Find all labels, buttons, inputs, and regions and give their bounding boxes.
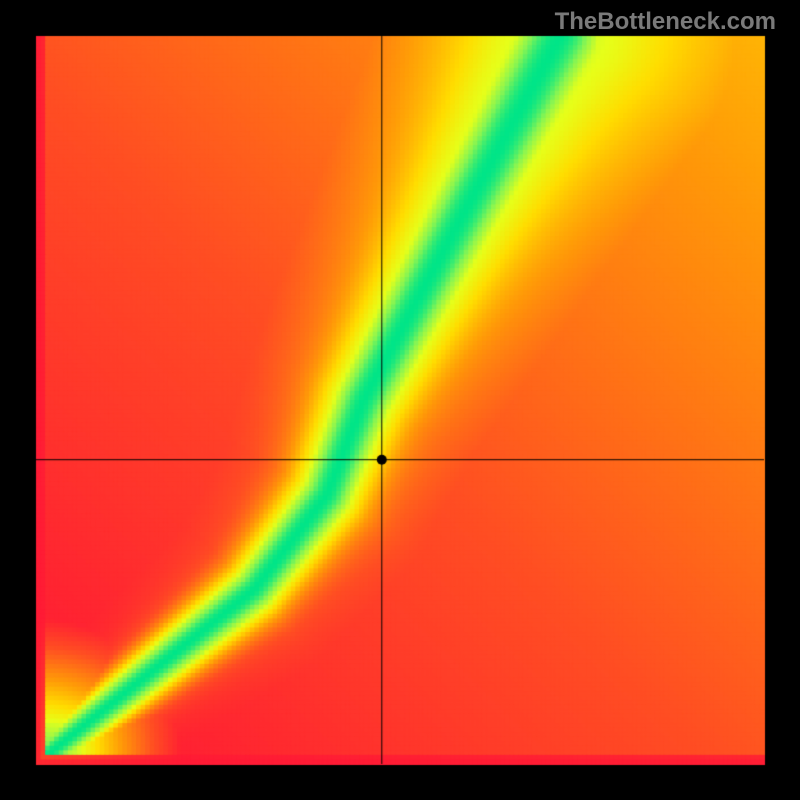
- bottleneck-heatmap: [0, 0, 800, 800]
- watermark-text: TheBottleneck.com: [555, 8, 776, 36]
- chart-container: TheBottleneck.com: [0, 0, 800, 800]
